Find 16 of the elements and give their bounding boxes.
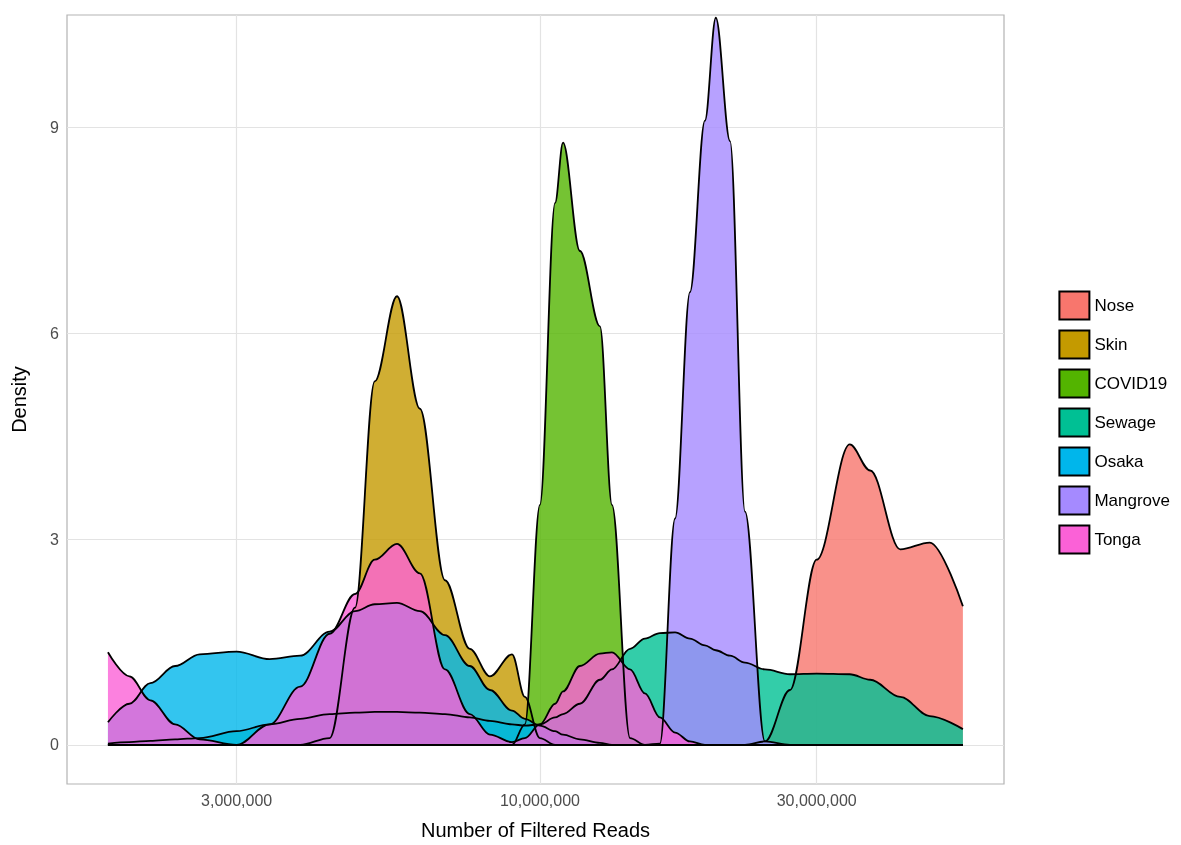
y-tick-label: 6 — [50, 324, 60, 342]
legend-label: Nose — [1094, 296, 1135, 315]
legend-label: Sewage — [1094, 413, 1156, 432]
legend-label: Mangrove — [1094, 491, 1171, 510]
y-tick-label: 9 — [50, 119, 60, 136]
y-tick-label: 0 — [50, 736, 60, 754]
x-tick-label: 10,000,000 — [499, 791, 581, 809]
x-axis-title: Number of Filtered Reads — [421, 819, 650, 841]
x-tick-label: 3,000,000 — [201, 791, 273, 809]
y-tick-label: 3 — [50, 530, 60, 548]
legend-label: COVID19 — [1094, 374, 1168, 393]
y-axis-title: Density — [8, 366, 30, 433]
legend-label: Skin — [1094, 335, 1128, 354]
x-tick-label: 30,000,000 — [776, 791, 857, 809]
legend-label: Osaka — [1094, 452, 1145, 471]
legend-label: Tonga — [1094, 530, 1142, 549]
